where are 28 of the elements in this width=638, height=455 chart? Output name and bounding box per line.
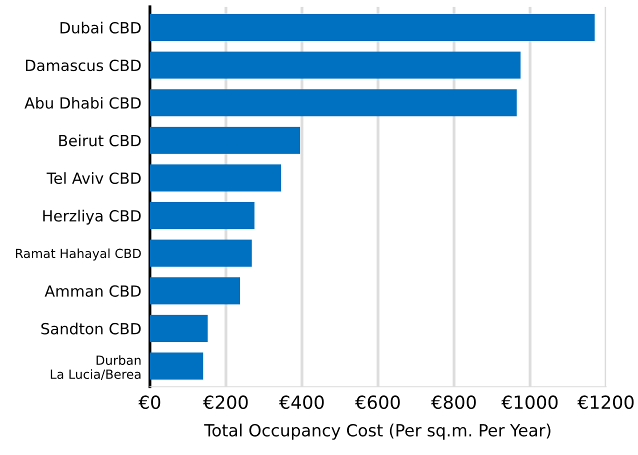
bar [150, 89, 517, 116]
y-tick-label: Damascus CBD [26, 60, 141, 72]
x-tick-label: €800 [431, 395, 476, 410]
y-tick-label: Durban La Lucia/Berea [50, 355, 141, 380]
x-tick-label: €0 [138, 395, 160, 410]
x-tick-label: €1000 [501, 395, 558, 410]
x-tick-label: €200 [202, 395, 248, 410]
bar [150, 164, 282, 192]
x-tick-label: €400 [279, 395, 324, 410]
x-tick-label: €1200 [577, 395, 634, 410]
y-tick-label: Dubai CBD [60, 22, 141, 34]
bar [150, 277, 240, 304]
bar [150, 352, 204, 380]
y-tick-label: Beirut CBD [59, 134, 141, 146]
bar [150, 240, 252, 267]
bar [150, 202, 254, 230]
y-tick-label: Abu Dhabi CBD [24, 96, 141, 109]
y-tick-label: Herzliya CBD [43, 210, 141, 225]
bar [150, 314, 208, 342]
bar [150, 14, 595, 42]
bar [150, 52, 521, 79]
x-tick-label: €600 [355, 395, 400, 410]
y-tick-label: Tel Aviv CBD [46, 172, 141, 184]
y-tick-label: Ramat Hahayal CBD [16, 248, 141, 261]
bar [150, 126, 300, 154]
x-axis-title: Total Occupancy Cost (Per sq.m. Per Year) [204, 424, 550, 440]
y-tick-label: Amman CBD [44, 285, 141, 297]
y-tick-label: Sandton CBD [41, 322, 141, 334]
